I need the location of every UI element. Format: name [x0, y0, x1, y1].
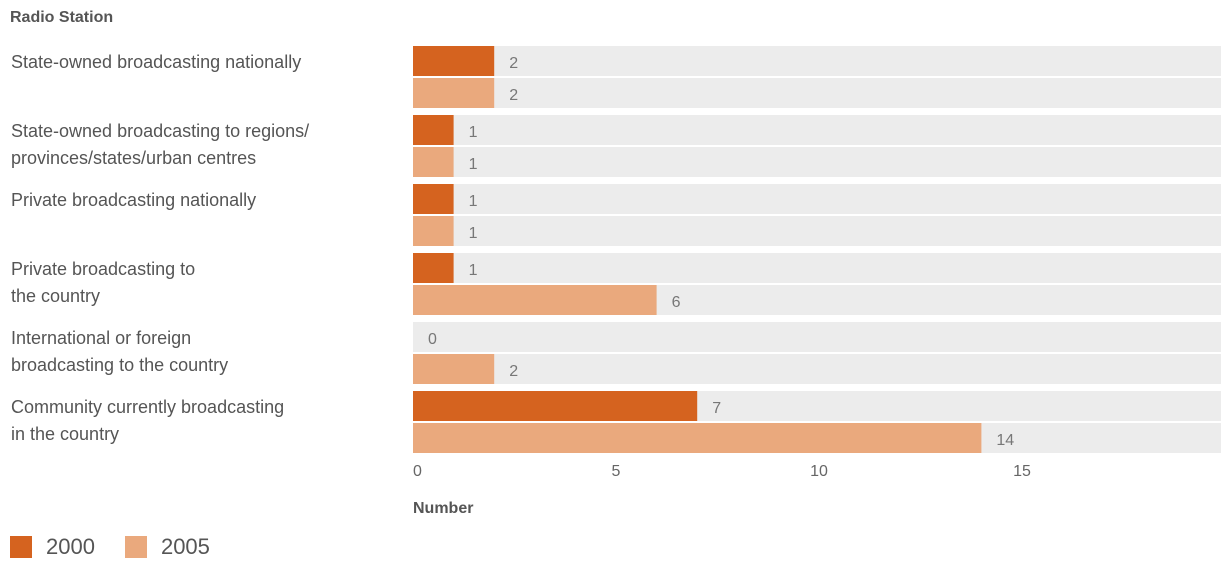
- data-label: 0: [428, 331, 437, 348]
- data-label: 1: [469, 225, 478, 242]
- bar-track: [413, 184, 1221, 214]
- x-axis-ticks: 0 5 10 15: [413, 463, 1031, 480]
- bar-track: [413, 216, 1221, 246]
- category-label-line: the country: [11, 286, 100, 306]
- category-label: State-owned broadcasting to regions/prov…: [11, 121, 309, 168]
- x-tick-label: 0: [413, 463, 422, 480]
- bar-track: [413, 78, 1221, 108]
- data-label: 7: [712, 400, 721, 417]
- bar-track: [413, 147, 1221, 177]
- category-label-line: State-owned broadcasting nationally: [11, 52, 301, 72]
- category-label-line: provinces/states/urban centres: [11, 148, 256, 168]
- category-label-line: in the country: [11, 424, 119, 444]
- data-label: 2: [509, 363, 518, 380]
- chart-title: Radio Station: [10, 9, 114, 26]
- bar-2000: [413, 253, 454, 283]
- category-label: Private broadcasting nationally: [11, 190, 256, 210]
- bar-2005: [413, 78, 495, 108]
- category-labels: State-owned broadcasting nationally State…: [11, 52, 309, 444]
- x-tick-label: 10: [810, 463, 828, 480]
- data-label: 6: [672, 294, 681, 311]
- category-label: Community currently broadcasting in the c…: [11, 397, 284, 444]
- category-label-line: State-owned broadcasting to regions/: [11, 121, 309, 141]
- bar-2005: [413, 354, 495, 384]
- legend-label-2005: 2005: [160, 534, 210, 559]
- legend: 2000 2005: [10, 534, 240, 560]
- bar-2005: [413, 423, 982, 453]
- category-label-line: Private broadcasting to: [11, 259, 195, 279]
- data-label: 14: [996, 432, 1014, 449]
- data-label: 1: [469, 193, 478, 210]
- category-label: International or foreign broadcasting to …: [11, 328, 228, 375]
- category-label-line: International or foreign: [11, 328, 191, 348]
- legend-swatch-2000: [10, 536, 32, 558]
- bar-track: [413, 354, 1221, 384]
- data-label: 2: [509, 55, 518, 72]
- category-label-line: Community currently broadcasting: [11, 397, 284, 417]
- legend-item-2000: 2000: [10, 534, 95, 560]
- bar-2000: [413, 391, 698, 421]
- bar-track: [413, 46, 1221, 76]
- bars: [413, 46, 982, 453]
- legend-swatch-2005: [124, 536, 147, 558]
- data-label: 1: [469, 156, 478, 173]
- data-label: 1: [469, 124, 478, 141]
- x-axis-title: Number: [413, 500, 473, 517]
- bar-track: [413, 253, 1221, 283]
- bar-2000: [413, 46, 495, 76]
- bar-2000: [413, 184, 454, 214]
- category-label: State-owned broadcasting nationally: [11, 52, 301, 72]
- category-label-line: broadcasting to the country: [11, 355, 228, 375]
- bar-track: [413, 322, 1221, 352]
- x-tick-label: 15: [1013, 463, 1031, 480]
- legend-label-2000: 2000: [46, 534, 95, 559]
- x-tick-label: 5: [612, 463, 621, 480]
- bar-2000: [413, 115, 454, 145]
- data-label: 1: [469, 262, 478, 279]
- data-label: 2: [509, 87, 518, 104]
- bar-chart: State-owned broadcasting nationally State…: [11, 46, 1221, 517]
- category-label: Private broadcasting to the country: [11, 259, 195, 306]
- bar-track: [413, 115, 1221, 145]
- bar-2005: [413, 147, 454, 177]
- category-label-line: Private broadcasting nationally: [11, 190, 256, 210]
- bar-2005: [413, 285, 657, 315]
- legend-item-2005: 2005: [124, 534, 210, 560]
- bar-2005: [413, 216, 454, 246]
- value-labels: 2 2 1 1 1 1 1 6 0 2 7 14: [428, 55, 1014, 449]
